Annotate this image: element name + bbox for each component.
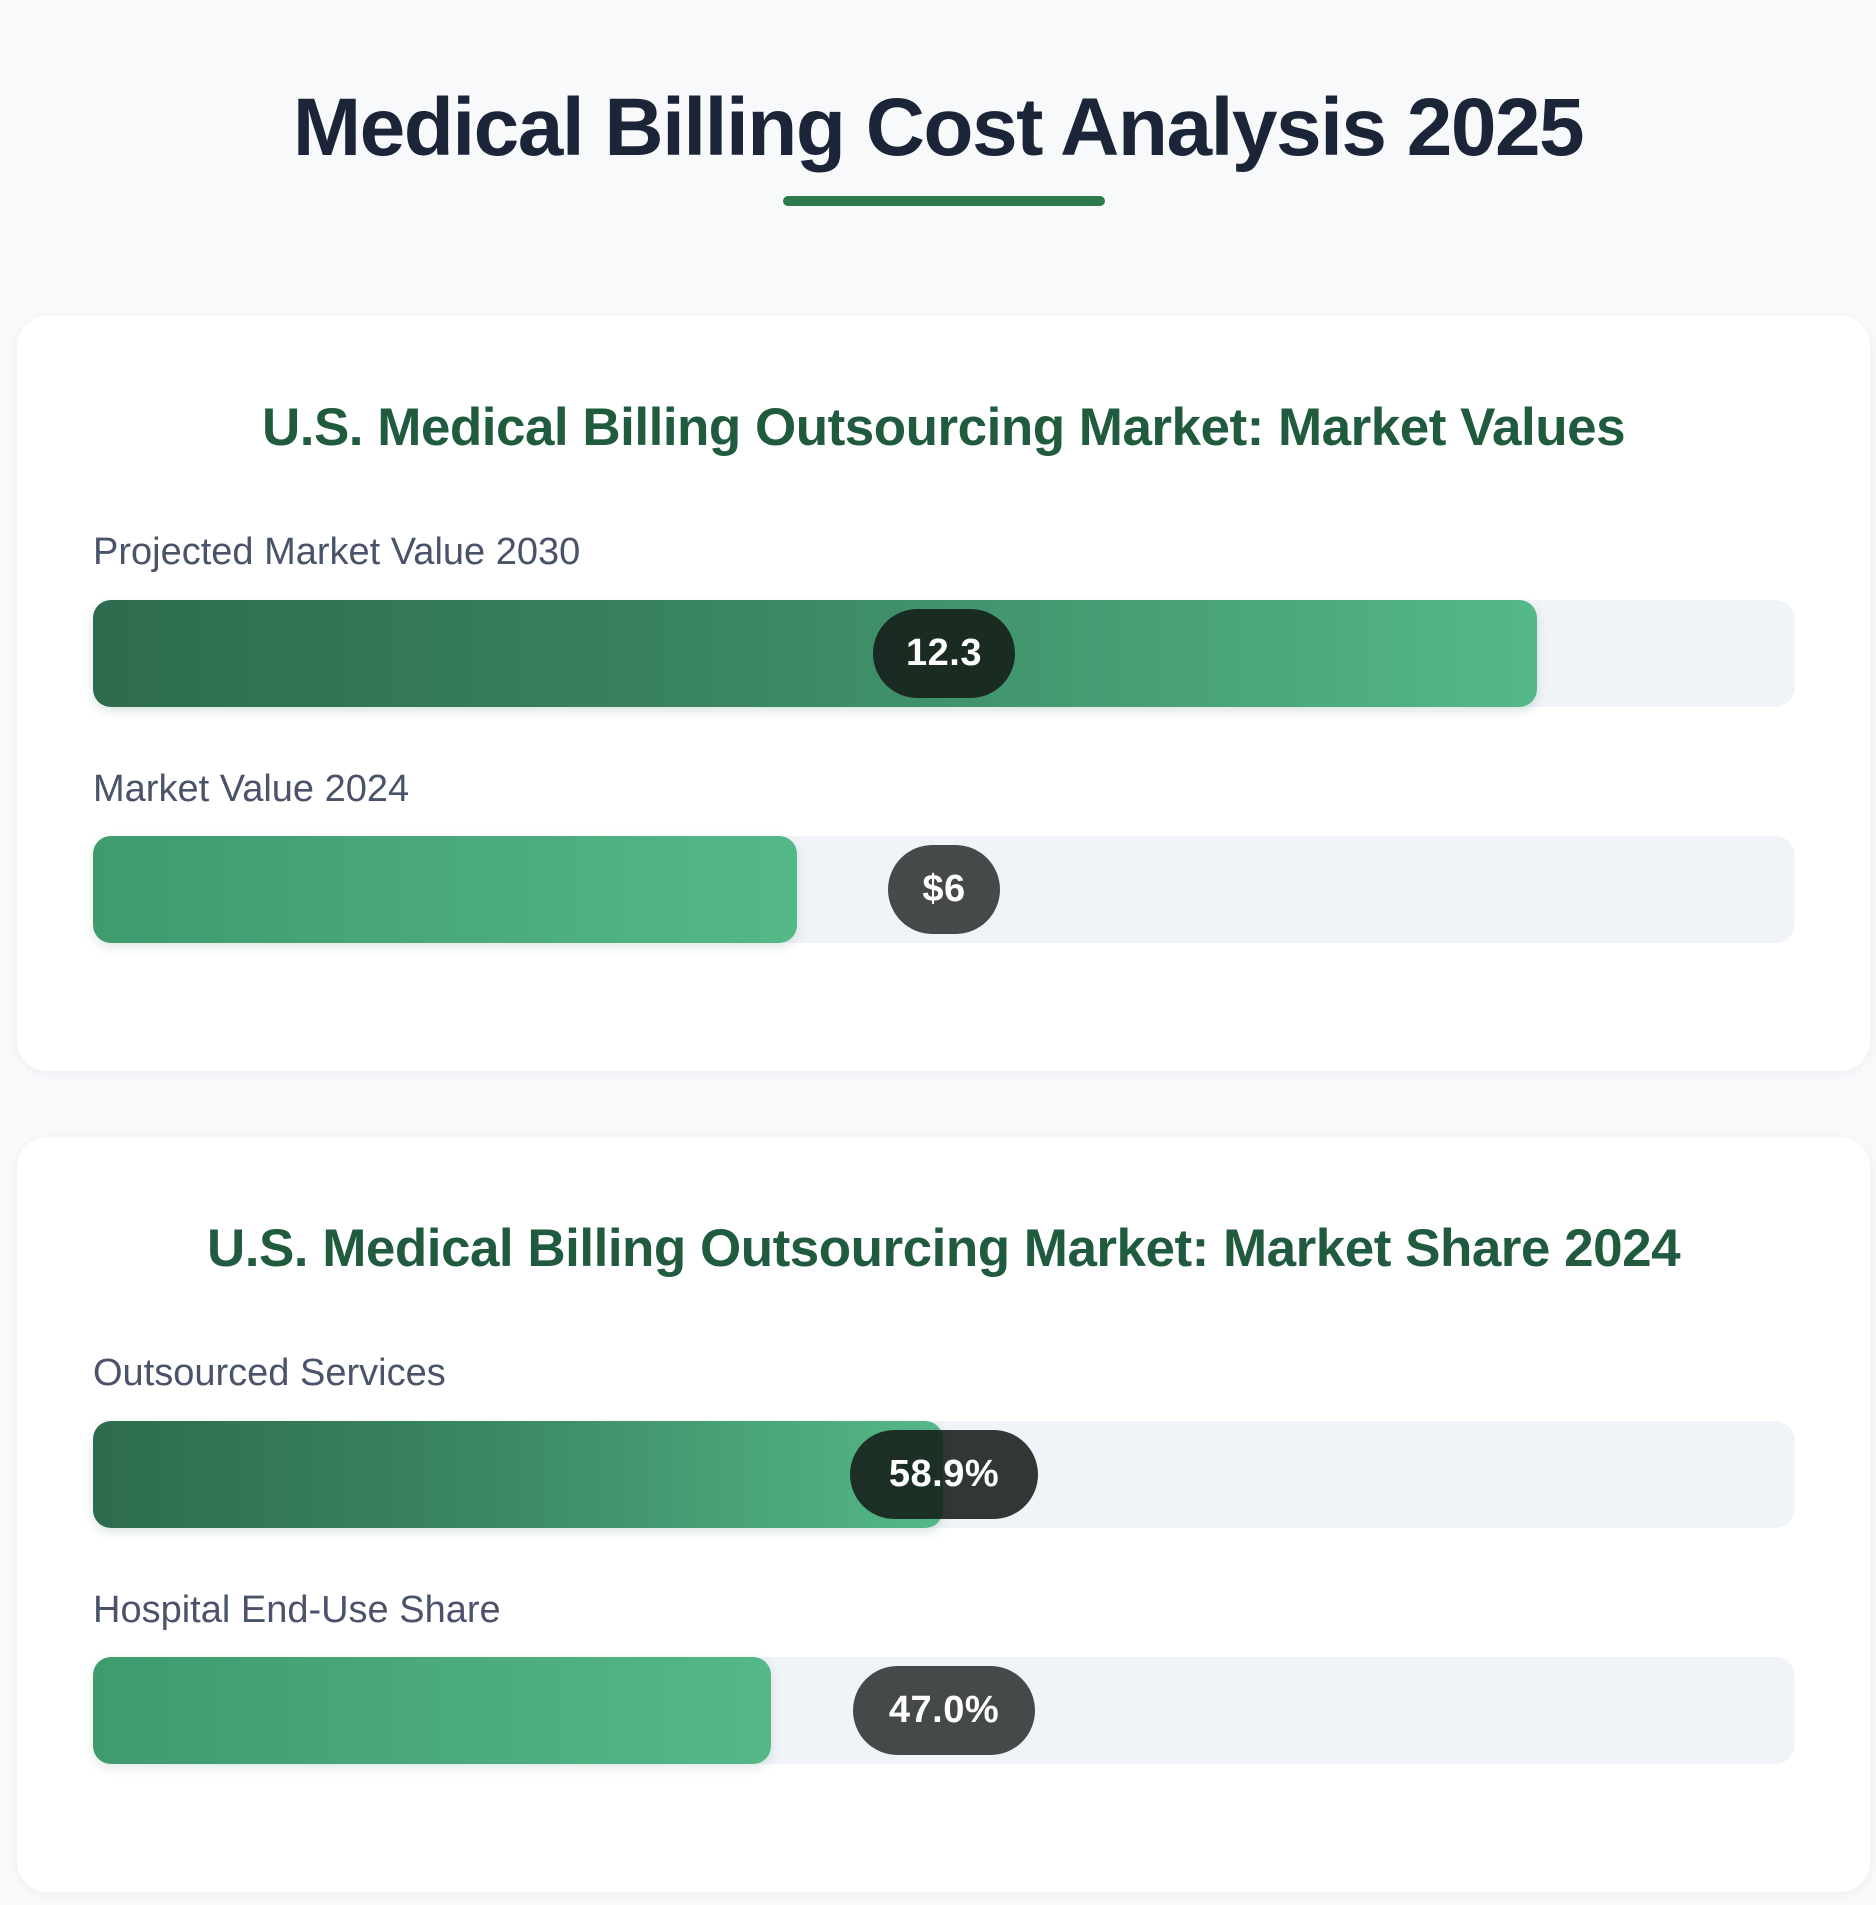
bar-track-hospital-end-use: 47.0% [93,1657,1795,1764]
bar-track-market-value-2024: $6 [93,836,1795,943]
bar-label-market-value-2024: Market Value 2024 [93,768,410,810]
value-badge-projected-2030: 12.3 [873,609,1015,698]
bar-track-outsourced-services: 58.9% [93,1421,1795,1528]
market-share-chart-title: U.S. Medical Billing Outsourcing Market:… [206,1219,1681,1278]
bar-track-projected-2030: 12.3 [93,600,1795,707]
market-values-chart-title: U.S. Medical Billing Outsourcing Market:… [261,398,1626,457]
value-badge-market-value-2024: $6 [888,845,1000,934]
bar-label-outsourced-services: Outsourced Services [93,1352,446,1394]
market-values-card: U.S. Medical Billing Outsourcing Market:… [17,316,1870,1071]
page-title: Medical Billing Cost Analysis 2025 [292,82,1585,173]
value-badge-hospital-end-use: 47.0% [853,1666,1035,1755]
bar-label-projected-2030: Projected Market Value 2030 [93,531,581,573]
bar-hospital-end-use [93,1657,771,1764]
bar-outsourced-services [93,1421,943,1528]
bar-projected-2030 [93,600,1537,707]
bar-label-hospital-end-use: Hospital End-Use Share [93,1589,501,1631]
market-share-card: U.S. Medical Billing Outsourcing Market:… [17,1137,1870,1892]
value-badge-outsourced-services: 58.9% [850,1430,1038,1519]
bar-market-value-2024 [93,836,797,943]
title-underline [783,196,1105,206]
